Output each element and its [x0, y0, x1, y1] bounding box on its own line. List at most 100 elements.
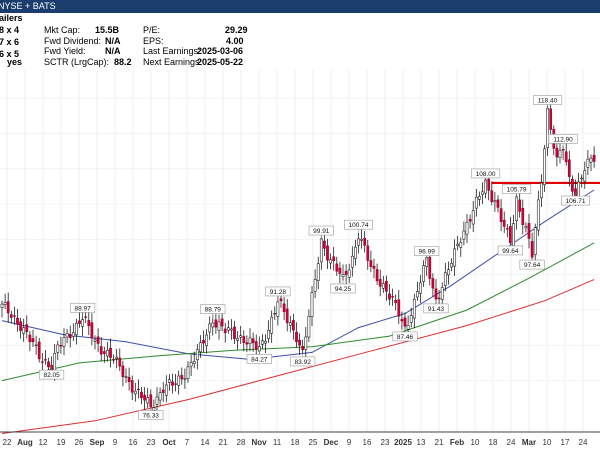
- candle-up: [186, 366, 190, 379]
- annotation-box: [39, 369, 65, 380]
- candle-up: [124, 376, 128, 378]
- candle-up: [304, 336, 308, 350]
- price-annotations: 88.97 82.05 76.33 88.79 84.27 91.28 83.92 99.91…: [39, 95, 590, 420]
- annotation-box: [502, 184, 532, 194]
- candle-up: [307, 316, 311, 338]
- candle-up: [416, 291, 419, 298]
- x-tick-label: 12: [39, 438, 48, 447]
- candle-down: [298, 339, 301, 346]
- annotation-box: [497, 245, 523, 256]
- candle-up: [195, 349, 199, 361]
- candle-up: [106, 350, 109, 357]
- stat-label: EPS:: [143, 36, 164, 46]
- candle-up: [205, 334, 208, 347]
- candle-down: [9, 314, 13, 318]
- candle-up: [155, 396, 159, 405]
- candle-up: [540, 182, 543, 199]
- candle-down: [335, 263, 339, 272]
- candle-down: [233, 326, 236, 340]
- candle-up: [459, 242, 463, 248]
- candle-up: [56, 344, 60, 353]
- candle-down: [16, 317, 19, 325]
- annotation-label: 99.64: [502, 248, 519, 255]
- candle-down: [112, 359, 115, 361]
- candle-down: [292, 320, 295, 331]
- candle-down: [202, 340, 205, 344]
- candle-up: [465, 222, 469, 235]
- candle-up: [65, 332, 69, 338]
- candle-up: [536, 199, 540, 231]
- candle-up: [447, 269, 450, 276]
- annotation-box: [414, 246, 440, 256]
- candle-down: [40, 361, 44, 363]
- candle-down: [102, 351, 106, 354]
- candle-up: [75, 322, 78, 335]
- candle-down: [214, 319, 218, 328]
- x-tick-label: 16: [363, 438, 372, 447]
- candle-down: [385, 280, 388, 292]
- candle-up: [357, 238, 360, 246]
- candle-up: [189, 362, 193, 367]
- candle-down: [394, 299, 398, 304]
- candle-up: [276, 301, 280, 317]
- candle-up: [199, 342, 202, 353]
- candle-down: [527, 223, 531, 239]
- x-tick-label: 26: [75, 438, 84, 447]
- candle-down: [301, 346, 305, 351]
- candle-up: [164, 384, 168, 396]
- stat-value: N/A: [105, 36, 121, 46]
- x-tick-label: Oct: [162, 438, 176, 447]
- stat-label: Fwd Dividend:: [44, 36, 102, 46]
- candle-up: [53, 353, 57, 373]
- candle-up: [264, 341, 267, 344]
- x-tick-label: Aug: [17, 438, 33, 447]
- candle-down: [127, 376, 131, 382]
- candle-down: [555, 147, 559, 158]
- candle-down: [391, 296, 394, 298]
- candle-down: [403, 317, 407, 327]
- candle-down: [13, 315, 16, 317]
- candle-up: [412, 298, 416, 319]
- candle-down: [505, 228, 509, 230]
- candle-up: [354, 246, 357, 259]
- left-fragment: 8 x 4: [0, 25, 20, 35]
- candle-up: [230, 328, 233, 331]
- candle-up: [133, 390, 137, 395]
- candle-up: [456, 243, 460, 247]
- candle-down: [44, 359, 47, 361]
- annotation-label: 88.97: [74, 305, 91, 312]
- candle-up: [558, 150, 562, 159]
- candle-up: [360, 238, 363, 241]
- candle-down: [285, 308, 289, 324]
- candle-down: [220, 318, 224, 327]
- annotation-label: 96.99: [419, 249, 436, 256]
- candle-up: [93, 339, 97, 342]
- left-fragment: 7 x 6: [0, 37, 20, 47]
- stat-label: P/E:: [143, 25, 161, 35]
- candle-down: [149, 394, 153, 408]
- candle-up: [347, 269, 351, 278]
- annotation-label: 100.74: [349, 222, 369, 229]
- annotation-label: 112.90: [553, 136, 573, 143]
- candle-down: [388, 293, 391, 300]
- candle-down: [326, 245, 329, 261]
- candle-down: [530, 241, 534, 258]
- annotation-label: 94.25: [335, 286, 352, 293]
- candle-up: [177, 375, 181, 386]
- candle-up: [316, 263, 320, 281]
- x-tick-label: Dec: [324, 438, 339, 447]
- candle-down: [323, 240, 326, 249]
- stat-label: Next Earnings:: [143, 57, 203, 67]
- x-axis-ticks: 22 Aug 12 19 26 Sep 9 16 23 Oct 7 14 21 28 Nov 11 18 25 De…: [3, 438, 588, 447]
- x-tick-label: 10: [471, 438, 480, 447]
- candle-up: [71, 332, 75, 337]
- candle-down: [47, 361, 50, 368]
- candle-up: [310, 292, 314, 317]
- candle-up: [62, 337, 66, 347]
- candle-down: [90, 322, 94, 339]
- x-tick-label: Feb: [450, 438, 464, 447]
- stat-value: 4.00: [226, 36, 244, 46]
- stat-value: 2025-03-06: [197, 46, 244, 56]
- candle-down: [137, 388, 140, 391]
- annotation-box: [533, 95, 563, 105]
